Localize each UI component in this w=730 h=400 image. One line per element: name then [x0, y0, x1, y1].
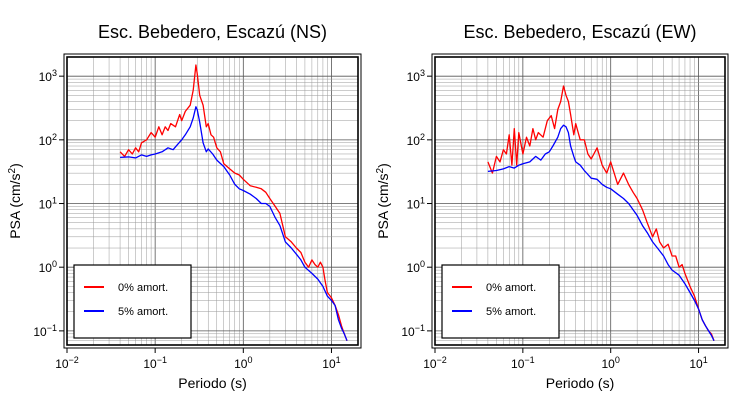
- y-axis-label: PSA (cm/s2): [7, 163, 23, 239]
- tick-exponent: 0: [420, 259, 425, 269]
- plot-frame-outer: [431, 53, 729, 349]
- x-tick-label: 10−2: [55, 355, 79, 371]
- series-line-amort-0: [487, 85, 715, 341]
- plot-frame-outer: [63, 53, 362, 349]
- tick-exponent: −1: [415, 323, 425, 333]
- legend: 0% amort. 5% amort.: [441, 264, 560, 339]
- y-axis-label-part: PSA (cm/s: [7, 173, 23, 238]
- y-tick-label: 101: [39, 196, 57, 212]
- tick-base: 10: [407, 134, 421, 148]
- x-tick-label: 100: [602, 355, 620, 371]
- x-tick-label: 101: [689, 355, 707, 371]
- tick-exponent: 1: [703, 355, 708, 365]
- y-tick-label: 101: [407, 196, 425, 212]
- tick-exponent: 0: [247, 355, 252, 365]
- tick-base: 10: [407, 261, 421, 275]
- tick-base: 10: [407, 198, 421, 212]
- grid: [66, 56, 359, 346]
- x-axis-label: Periodo (s): [178, 375, 246, 391]
- y-tick-label: 102: [39, 132, 57, 148]
- y-tick-label: 100: [407, 259, 425, 275]
- legend-label-amort-5: 5% amort.: [486, 306, 536, 318]
- x-tick-label: 101: [322, 355, 340, 371]
- tick-base: 10: [55, 357, 69, 371]
- legend-label-amort-0: 0% amort.: [486, 282, 536, 294]
- tick-exponent: 2: [420, 132, 425, 142]
- legend-label-amort-0: 0% amort.: [118, 282, 168, 294]
- tick-exponent: −1: [157, 355, 167, 365]
- legend-box: [73, 264, 192, 339]
- tick-base: 10: [322, 357, 336, 371]
- tick-exponent: −1: [524, 355, 534, 365]
- y-tick-label: 10−1: [401, 323, 425, 339]
- legend-label-amort-5: 5% amort.: [118, 306, 168, 318]
- tick-base: 10: [39, 70, 53, 84]
- y-axis-label: PSA (cm/s2): [375, 163, 391, 239]
- y-tick-label: 10−1: [33, 323, 57, 339]
- chart-title: Esc. Bebedero, Escazú (EW): [463, 22, 696, 42]
- y-tick-label: 102: [407, 132, 425, 148]
- tick-exponent: 1: [420, 196, 425, 206]
- tick-exponent: 2: [52, 132, 57, 142]
- tick-base: 10: [33, 325, 47, 339]
- tick-exponent: 1: [52, 196, 57, 206]
- y-tick-label: 100: [39, 259, 57, 275]
- y-tick-label: 103: [407, 68, 425, 84]
- tick-base: 10: [689, 357, 703, 371]
- tick-base: 10: [511, 357, 525, 371]
- y-tick-label: 103: [39, 68, 57, 84]
- y-axis-label-part: ): [375, 163, 391, 168]
- x-tick-label: 10−1: [511, 355, 535, 371]
- tick-exponent: 3: [420, 68, 425, 78]
- tick-base: 10: [39, 261, 53, 275]
- tick-base: 10: [407, 70, 421, 84]
- series-line-amort-5: [487, 124, 715, 341]
- chart-title: Esc. Bebedero, Escazú (NS): [98, 22, 327, 42]
- x-tick-label: 10−1: [143, 355, 167, 371]
- tick-exponent: 0: [615, 355, 620, 365]
- tick-exponent: −2: [69, 355, 79, 365]
- tick-exponent: −1: [47, 323, 57, 333]
- legend-box: [441, 264, 560, 339]
- grid: [434, 56, 726, 346]
- tick-base: 10: [39, 134, 53, 148]
- tick-base: 10: [602, 357, 616, 371]
- series-line-amort-5: [120, 106, 348, 341]
- tick-exponent: 0: [52, 259, 57, 269]
- legend: 0% amort. 5% amort.: [73, 264, 192, 339]
- y-axis-label-part: ): [7, 163, 23, 168]
- x-tick-label: 100: [234, 355, 252, 371]
- plot-frame: [434, 56, 726, 346]
- y-axis-label-sup: 2: [7, 167, 18, 173]
- tick-exponent: 1: [336, 355, 341, 365]
- tick-exponent: −2: [437, 355, 447, 365]
- tick-base: 10: [401, 325, 415, 339]
- y-axis-label-sup: 2: [375, 167, 386, 173]
- tick-exponent: 3: [52, 68, 57, 78]
- y-axis-label-part: PSA (cm/s: [375, 173, 391, 238]
- x-tick-label: 10−2: [423, 355, 447, 371]
- x-axis-label: Periodo (s): [546, 375, 614, 391]
- tick-base: 10: [423, 357, 437, 371]
- tick-base: 10: [234, 357, 248, 371]
- tick-base: 10: [143, 357, 157, 371]
- series-line-amort-0: [119, 64, 348, 341]
- plot-frame: [66, 56, 359, 346]
- tick-base: 10: [39, 198, 53, 212]
